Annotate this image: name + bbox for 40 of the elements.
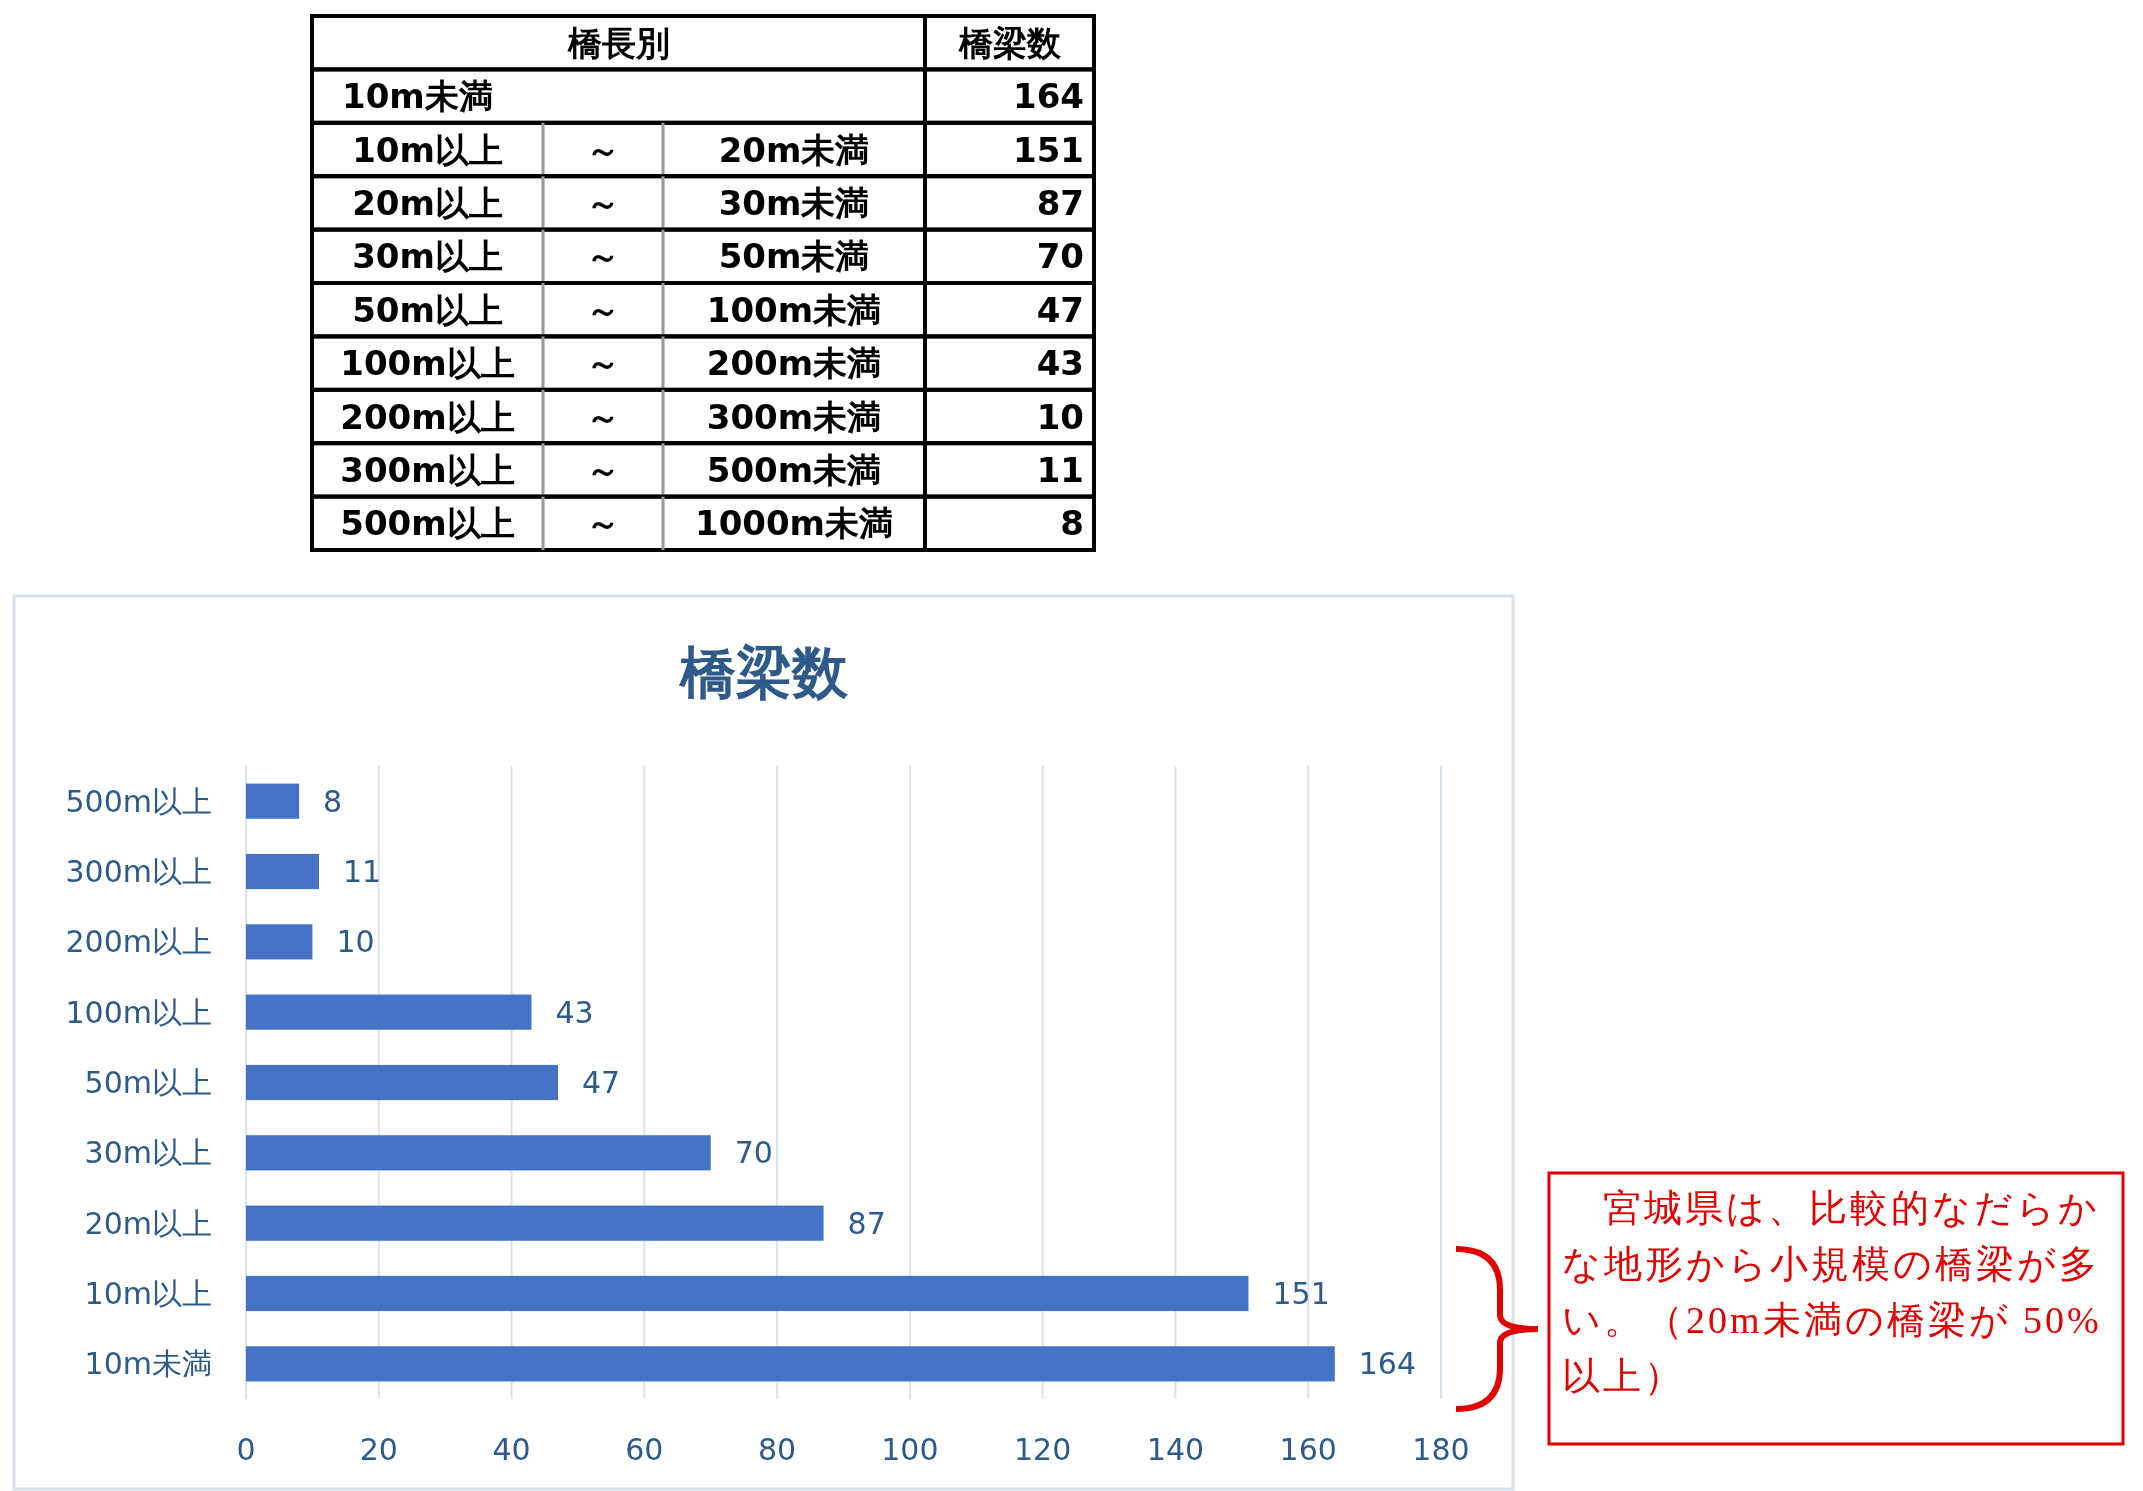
bar (246, 1135, 711, 1171)
y-tick-label: 30m以上 (84, 1135, 212, 1171)
x-tick-label: 60 (625, 1431, 664, 1467)
data-label: 11 (343, 854, 382, 889)
bar (246, 994, 532, 1030)
data-label: 164 (1358, 1346, 1417, 1382)
y-tick-label: 100m以上 (65, 994, 212, 1030)
bar (246, 1275, 1249, 1312)
data-label: 151 (1272, 1276, 1330, 1311)
x-tick-label: 0 (236, 1431, 256, 1467)
text: 宮城県は、比較的なだらかな地形から小規模の橋梁が多い。（20m未満の橋梁が 50%以上） (1562, 1186, 2103, 1399)
table: 橋長別 橋梁数 10m未満 164 10m以上 ～ 20m未満 151 20m以上 ～ 30m未満 87 30m以上 ～ 50m未満 70 50m以上 ～ 100m未満 47 100m以上 ～ 200m未満 43 200m以上 ～ 300m未満 10 300m以上 ～ 500m未満 11 500m以上 ～ 1000m未満 8 (310, 14, 1096, 552)
y-tick-label: 10m以上 (84, 1276, 212, 1311)
data-label: 87 (847, 1205, 886, 1241)
x-tick-label: 140 (1146, 1431, 1205, 1467)
x-tick-label: 80 (758, 1431, 797, 1467)
bar (246, 1205, 824, 1241)
data-label: 10 (336, 924, 375, 960)
data-label: 70 (734, 1135, 773, 1171)
data-label: 43 (555, 994, 594, 1030)
y-tick-label: 50m以上 (84, 1065, 212, 1100)
x-tick-label: 100 (881, 1431, 939, 1467)
bar (246, 853, 320, 890)
y-tick-label: 300m以上 (65, 854, 212, 889)
x-tick-label: 40 (492, 1431, 531, 1467)
bar (246, 783, 300, 819)
y-tick-label: 500m以上 (65, 783, 212, 819)
y-tick-label: 10m未満 (84, 1346, 212, 1382)
y-tick-label: 200m以上 (65, 924, 212, 960)
x-tick-label: 180 (1412, 1431, 1470, 1467)
bar (246, 1346, 1335, 1382)
bar (246, 924, 313, 960)
x-tick-label: 120 (1014, 1431, 1072, 1467)
x-tick-label: 160 (1279, 1431, 1337, 1467)
y-tick-label: 20m以上 (84, 1205, 212, 1241)
data-label: 47 (582, 1065, 621, 1100)
chart-title: 橋梁数 (678, 639, 849, 705)
x-tick-label: 20 (359, 1431, 398, 1467)
bar (246, 1064, 559, 1101)
data-label: 8 (323, 783, 343, 819)
